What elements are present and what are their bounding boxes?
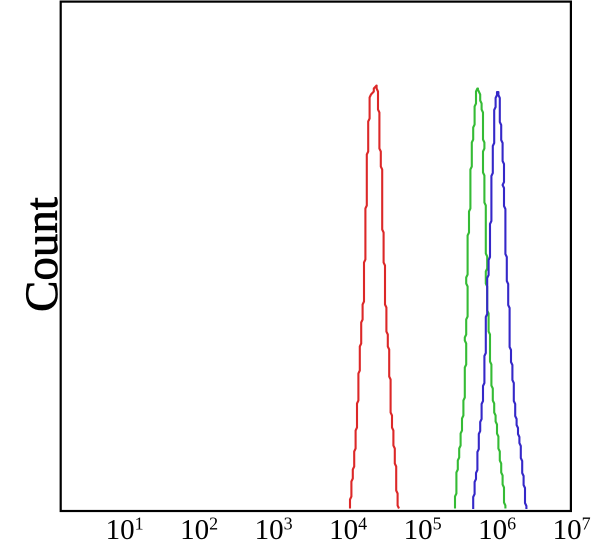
- svg-text:104: 104: [329, 514, 367, 547]
- svg-text:102: 102: [180, 514, 218, 547]
- svg-text:Count: Count: [16, 197, 68, 312]
